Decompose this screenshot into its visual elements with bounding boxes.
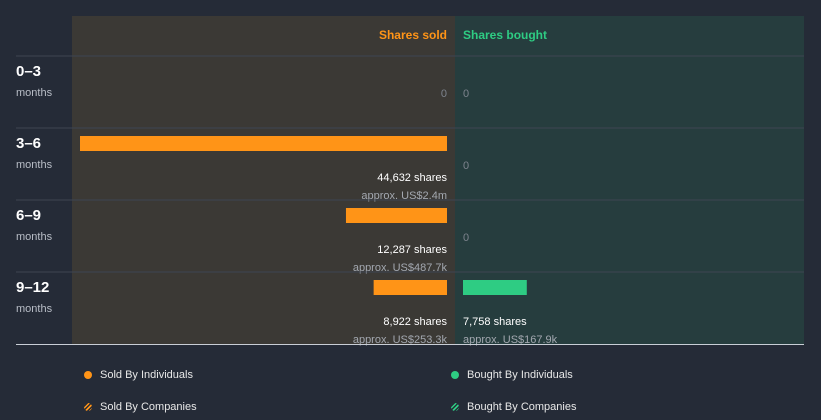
legend-label: Sold By Companies bbox=[100, 401, 197, 413]
legend-swatch-sold-individuals bbox=[84, 371, 92, 379]
period-label: 0–3 bbox=[16, 63, 41, 80]
legend-label: Bought By Companies bbox=[467, 401, 577, 413]
bought-zero-label: 0 bbox=[463, 88, 469, 100]
period-unit: months bbox=[16, 303, 53, 315]
legend-label: Sold By Individuals bbox=[100, 369, 193, 381]
sold-shares-label: 12,287 shares bbox=[377, 244, 447, 256]
legend-sold-companies: Sold By Companies bbox=[84, 401, 197, 413]
header-shares-bought: Shares bought bbox=[463, 28, 547, 42]
bought-zero-label: 0 bbox=[463, 232, 469, 244]
header-shares-sold: Shares sold bbox=[379, 28, 447, 42]
period-label: 6–9 bbox=[16, 207, 41, 224]
period-unit: months bbox=[16, 231, 53, 243]
sold-value-label: approx. US$487.7k bbox=[353, 262, 448, 274]
legend-bought-individuals: Bought By Individuals bbox=[451, 369, 573, 381]
period-unit: months bbox=[16, 159, 53, 171]
sold-value-label: approx. US$2.4m bbox=[361, 190, 447, 202]
legend-swatch-bought-individuals bbox=[451, 371, 459, 379]
period-label: 9–12 bbox=[16, 279, 49, 296]
bought-value-label: approx. US$167.9k bbox=[463, 334, 558, 346]
bought-zero-label: 0 bbox=[463, 160, 469, 172]
sold-bar bbox=[345, 208, 447, 223]
period-unit: months bbox=[16, 87, 53, 99]
bought-shares-label: 7,758 shares bbox=[463, 316, 527, 328]
bought-bar bbox=[463, 280, 527, 295]
legend-label: Bought By Individuals bbox=[467, 369, 573, 381]
sold-shares-label: 8,922 shares bbox=[383, 316, 447, 328]
legend-bought-companies: Bought By Companies bbox=[451, 401, 576, 413]
sold-value-label: approx. US$253.3k bbox=[353, 334, 448, 346]
sold-shares-label: 44,632 shares bbox=[377, 172, 447, 184]
sold-bar bbox=[80, 136, 447, 151]
sold-bar bbox=[373, 280, 447, 295]
legend-sold-individuals: Sold By Individuals bbox=[84, 369, 193, 381]
sold-zero-label: 0 bbox=[441, 88, 447, 100]
period-label: 3–6 bbox=[16, 135, 41, 152]
legend-swatch-bought-companies bbox=[451, 403, 459, 411]
legend-swatch-sold-companies bbox=[84, 403, 92, 411]
